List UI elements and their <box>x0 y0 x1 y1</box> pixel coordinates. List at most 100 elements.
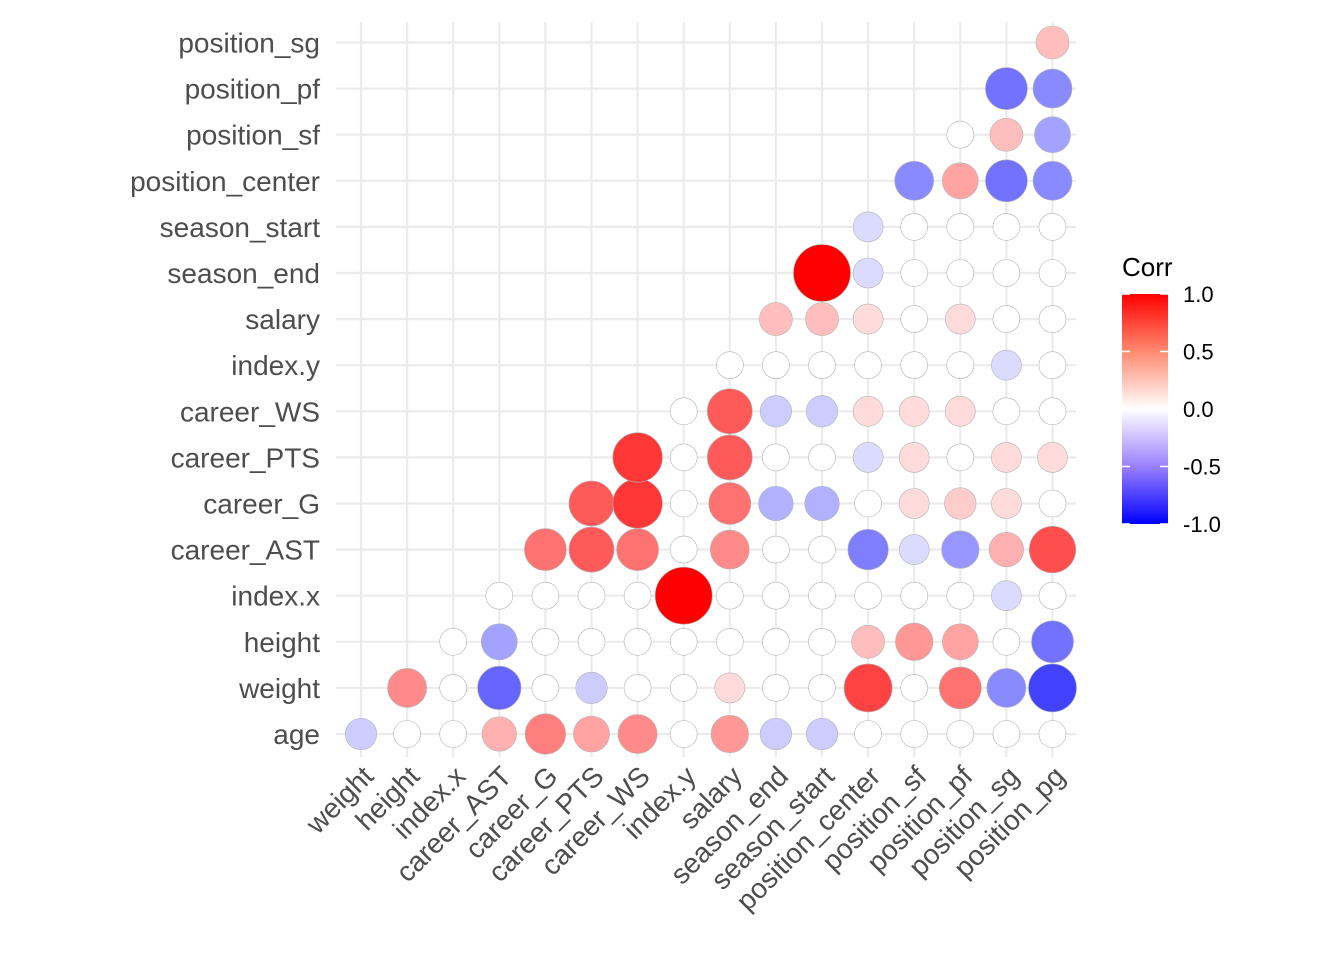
corr-circle-position_pg-weight <box>1028 663 1077 713</box>
corr-circle-position_center-age <box>854 720 882 748</box>
corr-circle-position_pf-position_center <box>941 162 979 200</box>
corr-circle-position_pg-position_sf <box>1034 116 1071 153</box>
corr-circle-position_sg-season_end <box>992 259 1021 287</box>
y-tick-label-position_sf: position_sf <box>186 120 320 151</box>
legend-tick-label: 1.0 <box>1183 282 1214 307</box>
corr-circle-salary-age <box>710 714 749 754</box>
corr-circle-season_start-season_end <box>793 244 851 302</box>
corr-circle-position_pg-height <box>1031 620 1074 664</box>
corr-circle-position_sf-salary <box>900 305 929 333</box>
y-tick-label-height: height <box>244 627 321 658</box>
corr-circle-position_sg-position_pf <box>985 67 1028 110</box>
corr-circle-position_pg-index.x <box>1038 581 1067 610</box>
corr-circle-position_sg-weight <box>986 668 1027 708</box>
corr-circle-index.x-height <box>439 627 468 656</box>
corr-circle-position_pg-career_G <box>1038 489 1067 518</box>
corr-circle-career_G-height <box>531 627 560 656</box>
corr-circle-position_pg-career_WS <box>1038 397 1067 426</box>
corr-circle-salary-career_PTS <box>706 434 753 481</box>
corr-circle-position_sf-weight <box>900 674 929 702</box>
corr-circle-position_center-weight <box>843 663 893 713</box>
corr-circle-position_pg-career_AST <box>1028 526 1077 574</box>
y-tick-label-career_WS: career_WS <box>180 396 320 427</box>
corr-circle-season_start-index.x <box>808 581 836 610</box>
corr-circle-position_sf-position_center <box>894 161 935 201</box>
corr-circle-position_sf-career_WS <box>898 395 930 427</box>
y-tick-label-career_AST: career_AST <box>171 535 320 566</box>
corr-circle-position_pf-salary <box>944 303 976 335</box>
corr-circle-position_center-career_G <box>854 489 882 518</box>
corr-circle-position_sf-index.y <box>900 351 929 380</box>
corr-circle-season_end-career_PTS <box>762 443 790 472</box>
corr-circle-index.y-age <box>669 720 698 748</box>
legend-ticks: 1.0 0.5 0.0 -0.5 -1.0 <box>1122 282 1221 537</box>
corr-circle-career_WS-career_AST <box>616 528 659 571</box>
corr-circle-position_sf-index.x <box>900 581 929 610</box>
corr-circle-career_G-weight <box>531 674 560 702</box>
corr-circle-position_pf-career_AST <box>941 530 980 569</box>
legend-title: Corr <box>1122 252 1173 282</box>
corr-circle-salary-career_WS <box>706 388 753 435</box>
corr-circle-index.y-index.x <box>654 566 713 625</box>
corr-circle-position_center-career_WS <box>852 395 884 427</box>
corr-circle-position_sg-position_sf <box>989 117 1024 152</box>
corr-circle-position_sg-index.y <box>991 349 1022 381</box>
corr-circle-position_sg-age <box>992 720 1021 748</box>
y-tick-label-season_end: season_end <box>167 258 320 289</box>
corr-circle-career_G-index.x <box>531 581 560 610</box>
corr-circle-index.y-weight <box>669 674 698 702</box>
corr-circle-season_end-career_G <box>758 485 794 522</box>
corr-circle-position_pf-career_PTS <box>946 443 975 472</box>
corr-circle-position_sf-season_end <box>900 259 929 287</box>
corr-circle-position_pg-career_PTS <box>1037 442 1068 473</box>
corr-circle-career_AST-weight <box>477 665 522 710</box>
corr-circle-position_pg-position_center <box>1032 161 1073 201</box>
corr-circle-season_end-index.x <box>762 581 790 610</box>
corr-circle-career_WS-weight <box>623 674 652 702</box>
corr-circle-salary-career_G <box>708 482 752 525</box>
corr-circle-position_center-career_PTS <box>852 442 884 473</box>
corr-circle-position_pf-career_WS <box>944 395 976 427</box>
y-tick-label-career_G: career_G <box>203 489 320 520</box>
y-axis-labels: age weight height index.x career_AST career_G… <box>130 28 320 751</box>
corr-circle-position_pf-height <box>941 623 979 661</box>
corr-circle-position_pf-index.x <box>946 581 975 610</box>
corr-circle-season_end-age <box>759 717 792 751</box>
corr-circle-position_center-index.x <box>854 581 882 610</box>
corr-circle-career_PTS-height <box>577 627 606 656</box>
corr-circle-position_sf-age <box>900 720 929 748</box>
legend-tick-label: -0.5 <box>1183 455 1221 480</box>
corr-circle-salary-height <box>715 627 744 656</box>
legend-tick-label: 0.5 <box>1183 340 1214 365</box>
corr-circle-position_center-salary <box>852 303 884 335</box>
corr-circle-salary-index.y <box>715 351 744 380</box>
corr-circle-index.y-career_G <box>669 489 698 518</box>
corr-circle-index.x-age <box>439 720 468 748</box>
corr-circle-position_sg-career_WS <box>992 397 1021 426</box>
corr-circle-index.y-height <box>669 627 698 656</box>
legend-tick-label: -1.0 <box>1183 512 1221 537</box>
corr-circle-career_PTS-career_G <box>568 480 615 527</box>
corr-circle-position_sf-height <box>895 622 934 661</box>
corr-circle-position_pf-weight <box>938 666 982 710</box>
y-tick-label-season_start: season_start <box>160 212 321 243</box>
corr-circle-position_sg-salary <box>992 305 1021 333</box>
corr-circle-position_sf-career_AST <box>898 534 930 565</box>
corr-circle-position_sg-season_start <box>992 213 1021 241</box>
correlation-circles <box>344 25 1077 755</box>
corr-circle-position_sf-career_PTS <box>898 442 930 473</box>
corr-circle-index.y-career_WS <box>669 397 698 426</box>
corr-circle-career_WS-index.x <box>623 581 652 610</box>
corr-circle-position_pg-index.y <box>1038 351 1067 380</box>
corr-circle-season_end-height <box>762 627 790 656</box>
y-tick-label-position_pf: position_pf <box>185 74 321 105</box>
corr-circle-career_G-age <box>524 713 566 755</box>
corr-circle-career_AST-height <box>480 623 518 661</box>
corr-circle-index.y-career_AST <box>669 535 698 564</box>
corr-circle-season_start-weight <box>808 674 836 702</box>
corr-circle-season_start-age <box>805 717 839 751</box>
corr-circle-weight-age <box>344 717 378 751</box>
corr-circle-career_AST-age <box>481 716 517 752</box>
corr-circle-position_sg-index.x <box>991 580 1022 612</box>
